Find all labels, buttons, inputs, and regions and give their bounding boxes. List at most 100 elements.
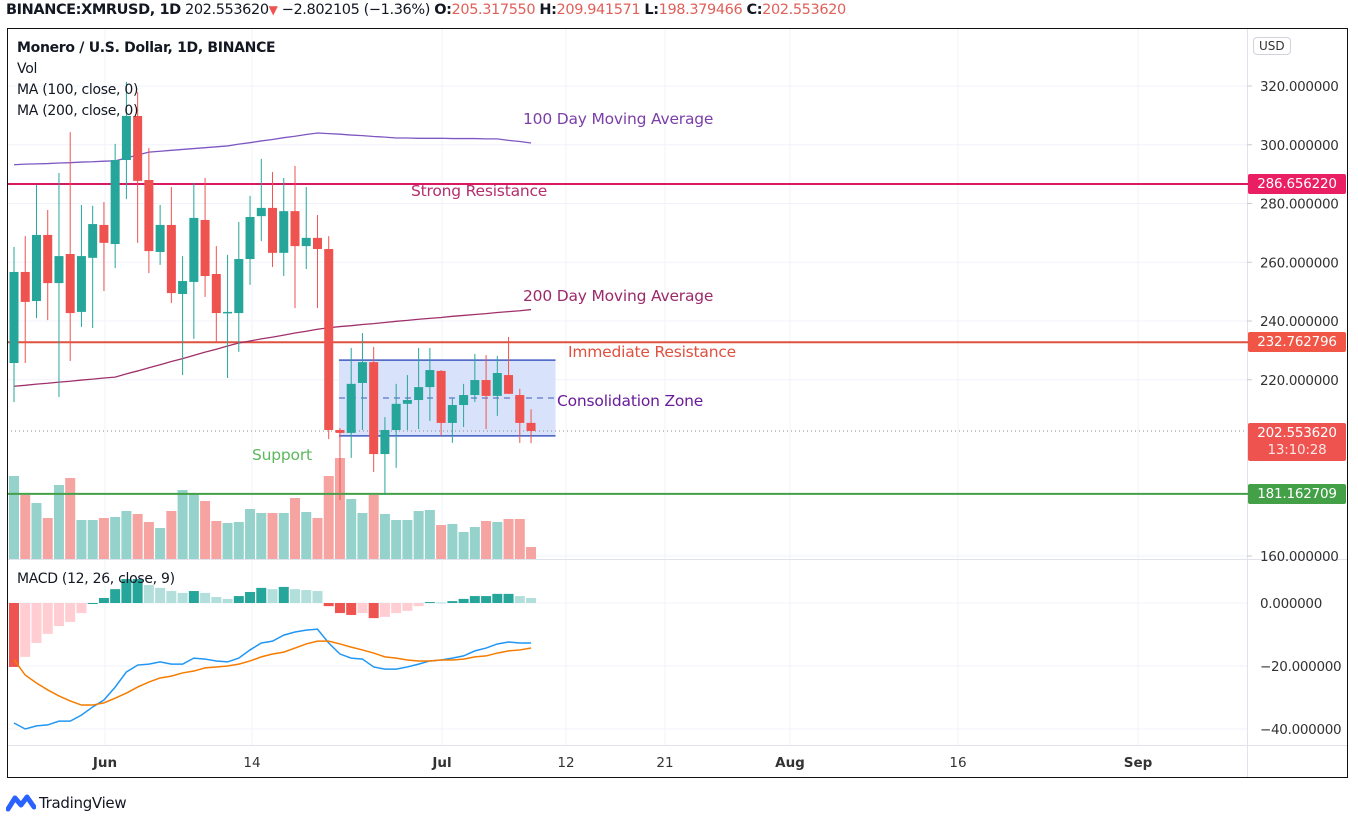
consolidation-zone-annotation: Consolidation Zone — [557, 392, 704, 410]
volume-bar — [424, 510, 435, 559]
candle-body — [414, 387, 424, 401]
tradingview-logo[interactable]: TradingView — [6, 793, 127, 813]
volume-bar — [211, 521, 222, 559]
last-price-value: 202.553620 — [1257, 425, 1337, 441]
legend-title[interactable]: Monero / U.S. Dollar, 1D, BINANCE — [17, 40, 276, 56]
candle-body — [155, 224, 165, 252]
macd-histogram-bar — [65, 603, 76, 622]
volume-bar — [76, 520, 87, 559]
volume-bar — [166, 511, 177, 559]
macd-histogram-bar — [267, 589, 278, 603]
macd-histogram-bar — [188, 591, 199, 603]
candle-body — [402, 400, 412, 404]
macd-histogram-bar — [323, 603, 334, 607]
macd-axis-label: −20.000000 — [1260, 659, 1341, 675]
volume-bar — [436, 525, 447, 559]
candle-body — [324, 249, 334, 430]
volume-bar — [42, 518, 53, 559]
low-value: 198.379466 — [658, 2, 743, 18]
macd-axis-label: −40.000000 — [1260, 722, 1341, 738]
volume-bar — [334, 458, 345, 559]
legend-ma100[interactable]: MA (100, close, 0) — [17, 82, 139, 98]
candle-body — [110, 160, 120, 245]
time-axis-label: 16 — [949, 755, 966, 771]
legend-ma200[interactable]: MA (200, close, 0) — [17, 103, 139, 119]
symbol-header: BINANCE:XMRUSD, 1D 202.553620▼ −2.802105… — [6, 2, 846, 18]
macd-histogram-bar — [379, 603, 390, 617]
macd-histogram-bar — [245, 591, 256, 603]
legend-macd[interactable]: MACD (12, 26, close, 9) — [17, 571, 175, 587]
volume-bar — [245, 509, 256, 559]
macd-histogram-bar — [526, 597, 537, 603]
candle-body — [189, 217, 199, 282]
macd-histogram-bar — [436, 602, 447, 604]
candle-body — [245, 217, 255, 260]
legend-volume[interactable]: Vol — [17, 61, 38, 77]
macd-histogram-bar — [233, 596, 244, 603]
candle-body — [31, 234, 41, 302]
volume-bar — [402, 520, 413, 559]
macd-histogram-bar — [211, 597, 222, 603]
macd-histogram-bar — [357, 603, 368, 614]
macd-histogram-bar — [447, 601, 458, 603]
macd-histogram-bar — [222, 598, 233, 603]
macd-histogram-bar — [9, 603, 19, 667]
volume-bar — [143, 522, 154, 559]
ma200-line — [13, 308, 532, 387]
candle-body — [211, 274, 221, 314]
last-price: 202.553620 — [185, 2, 269, 18]
macd-histogram-bar — [481, 596, 492, 603]
price-axis-label: 300.000000 — [1260, 138, 1339, 154]
currency-button[interactable]: USD — [1253, 37, 1291, 55]
volume-bar — [301, 512, 312, 559]
candle-body — [504, 375, 514, 394]
candle-body — [380, 429, 390, 455]
macd-histogram-bar — [469, 596, 480, 603]
last-price-label: 202.553620 13:10:28 — [1248, 423, 1346, 461]
candle-body — [391, 403, 401, 430]
candle-body — [76, 256, 86, 312]
symbol-name[interactable]: BINANCE:XMRUSD, 1D — [6, 2, 181, 18]
high-value: 209.941571 — [556, 2, 641, 18]
macd-histogram-bar — [132, 579, 143, 603]
volume-bar — [278, 513, 289, 559]
macd-histogram-bar — [503, 593, 514, 603]
volume-bar — [121, 511, 132, 559]
time-axis-label: 21 — [656, 755, 673, 771]
volume-bar — [110, 517, 121, 559]
close-value: 202.553620 — [762, 2, 846, 18]
macd-histogram-bar — [402, 603, 413, 611]
volume-bar — [132, 514, 143, 559]
volume-bar — [20, 495, 31, 559]
macd-histogram-bar — [110, 589, 121, 603]
volume-bar — [526, 547, 537, 559]
support-annotation: Support — [252, 446, 312, 464]
candle-body — [515, 395, 525, 423]
macd-histogram-bar — [166, 591, 177, 603]
price-axis-label: 320.000000 — [1260, 79, 1339, 95]
time-axis-label: 14 — [243, 755, 260, 771]
macd-histogram-bar — [424, 602, 435, 604]
close-label: C: — [746, 2, 763, 18]
candle-body — [425, 370, 435, 388]
macd-histogram-bar — [301, 590, 312, 603]
candle-body — [290, 211, 300, 247]
volume-bar — [267, 513, 278, 559]
volume-bar — [492, 522, 503, 559]
volume-bar — [290, 498, 300, 559]
volume-bar — [447, 524, 458, 559]
candle-body — [369, 362, 379, 455]
candle-body — [166, 224, 176, 294]
volume-bar — [469, 527, 480, 559]
macd-histogram-bar — [76, 603, 87, 614]
volume-bar — [233, 522, 244, 559]
volume-bar — [413, 511, 424, 559]
candle-body — [200, 219, 210, 277]
time-axis-label: Jun — [92, 755, 117, 771]
candle-body — [268, 207, 278, 253]
ma100-line — [13, 132, 532, 166]
open-value: 205.317550 — [451, 2, 536, 18]
bar-countdown: 13:10:28 — [1267, 442, 1327, 458]
macd-histogram-bar — [87, 603, 98, 604]
